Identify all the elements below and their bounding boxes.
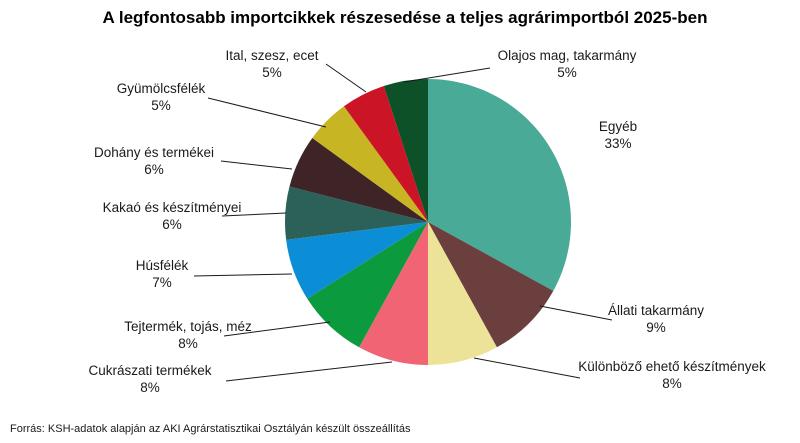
pie-slice-egyeb xyxy=(428,79,571,291)
slice-value-allati-takarmany: 9% xyxy=(646,320,666,335)
slice-value-kulonbozo-eheto-keszitmenyek: 8% xyxy=(662,376,682,391)
leader-line-husfelek xyxy=(193,273,293,277)
pie-slice-cukraszati-termekek xyxy=(359,222,428,365)
pie-slice-kakao-es-keszitmenyei xyxy=(285,186,428,240)
leader-line-tejtermek-tojas-mez xyxy=(223,321,331,337)
pie-slice-kulonbozo-eheto-keszitmenyek xyxy=(428,222,497,365)
slice-label-allati-takarmany: Állati takarmány xyxy=(608,303,704,318)
leader-line-dohany-es-termekei xyxy=(220,160,293,170)
leader-line-cukraszati-termekek xyxy=(225,361,393,382)
pie-slices xyxy=(285,79,571,365)
source-note: Forrás: KSH-adatok alapján az AKI Agrárs… xyxy=(10,423,411,435)
slice-label-egyeb: Egyéb xyxy=(599,119,637,134)
slice-value-husfelek: 7% xyxy=(152,275,172,290)
leader-line-olajos-mag-takarmany xyxy=(403,67,491,83)
slice-label-ital-szesz-ecet: Ital, szesz, ecet xyxy=(225,48,318,63)
slice-value-gyumolcsfelek: 5% xyxy=(151,98,171,113)
slice-label-husfelek: Húsfélék xyxy=(136,258,189,273)
slice-label-olajos-mag-takarmany: Olajos mag, takarmány xyxy=(498,48,637,63)
pie-slice-tejtermek-tojas-mez xyxy=(307,222,428,348)
slice-value-dohany-es-termekei: 6% xyxy=(144,162,164,177)
leader-line-kakao-es-keszitmenyei xyxy=(221,212,287,217)
leader-line-gyumolcsfelek xyxy=(207,97,327,128)
leader-lines xyxy=(193,63,613,382)
slice-value-cukraszati-termekek: 8% xyxy=(140,380,160,395)
slice-value-egyeb: 33% xyxy=(604,136,631,151)
slice-label-gyumolcsfelek: Gyümölcsfélék xyxy=(117,81,206,96)
leader-line-kulonbozo-eheto-keszitmenyek xyxy=(473,357,581,379)
pie-slice-olajos-mag-takarmany xyxy=(383,79,428,222)
slice-labels: Egyéb 33% Állati takarmány 9% Különböző ehet… xyxy=(88,48,766,395)
pie-slice-dohany-es-termekei xyxy=(289,137,428,222)
slice-value-olajos-mag-takarmany: 5% xyxy=(557,65,577,80)
pie-slice-gyumolcsfelek xyxy=(312,106,428,222)
slice-label-tejtermek-tojas-mez: Tejtermék, tojás, méz xyxy=(124,319,252,334)
slice-label-kulonbozo-eheto-keszitmenyek: Különböző ehető készítmények xyxy=(578,359,766,374)
slice-label-kakao-es-keszitmenyei: Kakaó és készítményei xyxy=(103,200,242,215)
leader-line-ital-szesz-ecet xyxy=(325,63,367,93)
slice-value-kakao-es-keszitmenyei: 6% xyxy=(162,217,182,232)
pie-slice-husfelek xyxy=(286,222,428,299)
slice-label-cukraszati-termekek: Cukrászati termékek xyxy=(88,363,211,378)
slice-value-tejtermek-tojas-mez: 8% xyxy=(178,336,198,351)
slice-label-dohany-es-termekei: Dohány és termékei xyxy=(94,145,214,160)
pie-slice-ital-szesz-ecet xyxy=(343,86,428,222)
chart-title: A legfontosabb importcikkek részesedése … xyxy=(103,8,708,27)
leader-line-allati-takarmany xyxy=(539,305,613,321)
slice-value-ital-szesz-ecet: 5% xyxy=(262,65,282,80)
pie-slice-allati-takarmany xyxy=(428,222,554,348)
